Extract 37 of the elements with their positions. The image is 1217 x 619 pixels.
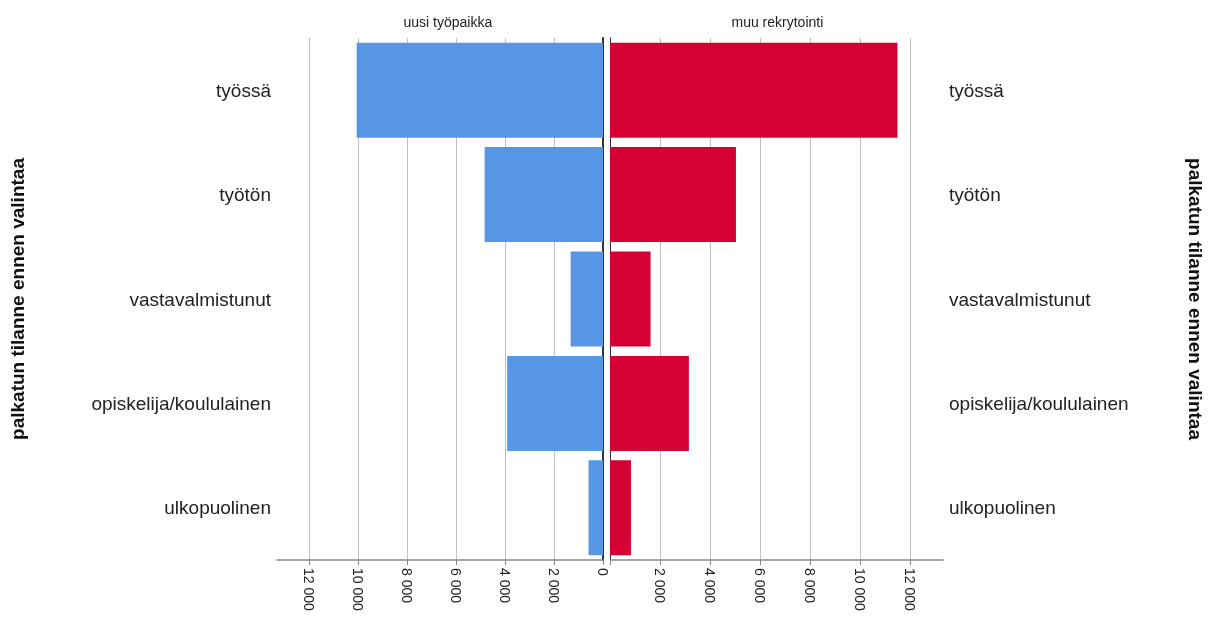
x-tick-label: 12 000 — [300, 568, 317, 612]
x-tick-label: 0 — [595, 568, 611, 576]
y-tick-label: työtön — [219, 184, 271, 206]
x-tick-label: 4 000 — [496, 568, 513, 604]
y-tick-label: opiskelija/koululainen — [91, 392, 271, 414]
x-tick-label: 6 000 — [447, 568, 464, 604]
y-tick-label: työssä — [216, 79, 272, 101]
y-tick-label: ulkopuolinen — [949, 497, 1056, 519]
chart-title: uusi työpaikka — [403, 14, 493, 30]
x-tick-label: 6 000 — [752, 568, 769, 604]
y-tick-label: opiskelija/koululainen — [949, 392, 1129, 414]
bar — [610, 147, 736, 243]
bar — [610, 251, 651, 347]
bar — [356, 42, 603, 138]
x-tick-label: 8 000 — [398, 568, 415, 604]
x-tick-label: 10 000 — [852, 568, 869, 612]
x-tick-label: 2 000 — [652, 568, 669, 604]
bar — [610, 355, 689, 451]
bar — [570, 251, 603, 347]
bar — [610, 460, 632, 556]
y-tick-label: työtön — [949, 184, 1001, 206]
y-axis-title: palkatun tilanne ennen valintaa — [1185, 158, 1206, 441]
bar — [610, 42, 898, 138]
y-axis-title: palkatun tilanne ennen valintaa — [7, 157, 28, 440]
x-tick-label: 10 000 — [349, 568, 366, 612]
x-tick-label: 8 000 — [802, 568, 819, 604]
y-tick-label: vastavalmistunut — [949, 288, 1092, 310]
y-tick-label: vastavalmistunut — [129, 288, 272, 310]
x-tick-label: 4 000 — [702, 568, 719, 604]
chart-title: muu rekrytointi — [731, 14, 824, 30]
y-tick-label: työssä — [949, 79, 1005, 101]
bar — [484, 147, 603, 243]
x-tick-label: 2 000 — [545, 568, 562, 604]
bar — [507, 355, 603, 451]
bar — [588, 460, 603, 556]
y-tick-label: ulkopuolinen — [164, 497, 271, 519]
x-tick-label: 12 000 — [902, 568, 919, 612]
